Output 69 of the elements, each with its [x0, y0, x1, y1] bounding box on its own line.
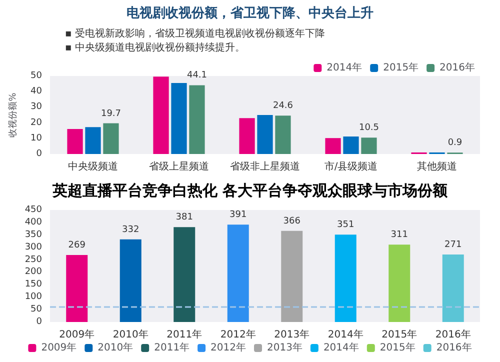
- bar: [257, 115, 273, 154]
- x-tick-label: 中央级频道: [68, 160, 118, 172]
- bar: [343, 136, 359, 154]
- y-tick-label: 40: [30, 86, 42, 97]
- legend-label: 2016年: [440, 62, 476, 74]
- legend-label: 2011年: [154, 342, 190, 354]
- x-tick-label: 2010年: [112, 328, 148, 340]
- chart-title: 电视剧收视份额，省卫视下降、中央台上升: [126, 5, 374, 21]
- data-label: 10.5: [358, 123, 380, 134]
- y-tick-label: 10: [30, 133, 42, 144]
- bar: [153, 76, 169, 154]
- y-tick-label: 450: [24, 205, 42, 215]
- y-tick-label: 300: [24, 242, 42, 252]
- bar: [171, 83, 187, 154]
- legend-label: 2012年: [210, 342, 246, 354]
- bar: [85, 127, 101, 154]
- y-tick-label: 400: [24, 217, 42, 228]
- y-tick-label: 30: [30, 102, 42, 112]
- bar: [189, 85, 205, 154]
- data-label: 381: [176, 212, 193, 223]
- bar: [275, 116, 291, 154]
- y-tick-label: 20: [30, 118, 42, 128]
- y-tick-label: 0: [36, 149, 42, 159]
- legend-label: 2015年: [380, 342, 416, 354]
- legend-label: 2015年: [383, 62, 419, 74]
- data-label: 269: [68, 240, 86, 251]
- data-label: 391: [230, 210, 247, 220]
- chart-title: 英超直播平台竞争白热化 各大平台争夺观众眼球与市场份额: [51, 182, 449, 200]
- data-label: 366: [283, 216, 301, 226]
- x-tick-label: 2015年: [382, 328, 418, 340]
- legend-label: 2016年: [436, 342, 472, 354]
- x-tick-label: 省级非上星频道: [230, 160, 300, 172]
- y-tick-label: 50: [30, 304, 42, 315]
- legend-label: 2014年: [326, 62, 362, 74]
- data-label: 19.7: [100, 108, 122, 119]
- data-label: 311: [390, 230, 408, 240]
- x-tick-label: 其他频道: [417, 160, 457, 172]
- legend-label: 2010年: [98, 342, 134, 354]
- y-tick-label: 100: [24, 292, 42, 302]
- x-tick-label: 2016年: [435, 328, 471, 340]
- x-tick-label: 2009年: [59, 328, 95, 340]
- x-tick-label: 2012年: [220, 328, 256, 340]
- x-tick-label: 市/县级频道: [324, 160, 378, 172]
- chart-subtitle: ▪ 受电视新政影响，省级卫视频道电视剧收视份额逐年下降 ▪ 中央级频道电视剧收视份额持续提升。: [65, 28, 325, 54]
- x-tick-label: 2014年: [328, 328, 364, 340]
- y-tick-label: 200: [24, 267, 42, 278]
- bar: [103, 123, 119, 154]
- data-label: 351: [337, 220, 354, 230]
- y-tick-label: 350: [24, 230, 42, 240]
- y-tick-label: 50: [30, 71, 42, 81]
- data-label: 44.1: [186, 70, 208, 81]
- x-tick-label: 2013年: [274, 328, 310, 340]
- bar: [325, 138, 341, 154]
- y-tick-label: 250: [24, 254, 42, 265]
- data-label: 332: [122, 224, 140, 235]
- y-tick-label: 150: [24, 280, 42, 290]
- data-label: 24.6: [272, 101, 294, 112]
- legend-label: 2009年: [41, 342, 77, 354]
- data-label: 0.9: [448, 138, 462, 148]
- x-tick-label: 省级上星频道: [149, 160, 209, 172]
- bar: [361, 138, 377, 154]
- bar: [239, 118, 255, 154]
- x-tick-label: 2011年: [166, 328, 202, 340]
- y-tick-label: 0: [36, 317, 42, 327]
- y-axis-title: 收视份额%: [8, 92, 18, 138]
- data-label: 271: [444, 240, 462, 250]
- legend-label: 2014年: [323, 342, 359, 354]
- bar: [67, 129, 83, 154]
- legend-label: 2013年: [267, 342, 302, 354]
